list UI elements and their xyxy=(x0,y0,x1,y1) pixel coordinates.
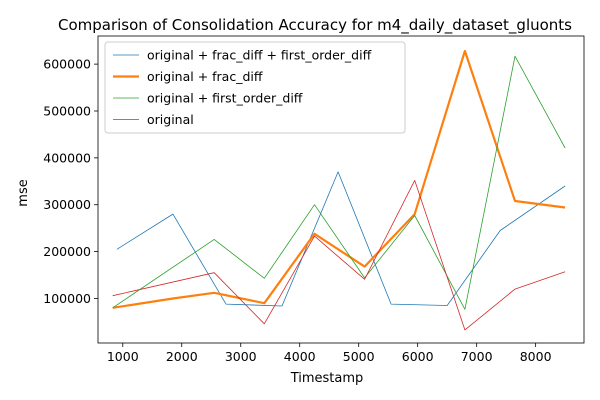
y-axis: 100000 200000 300000 400000 500000 600000 xyxy=(43,57,98,306)
y-tick-label: 200000 xyxy=(43,244,91,259)
x-axis: 1000 2000 3000 4000 5000 6000 7000 8000 xyxy=(107,343,552,364)
x-tick-label: 2000 xyxy=(166,349,198,364)
x-tick-label: 6000 xyxy=(402,349,434,364)
x-tick-label: 4000 xyxy=(284,349,316,364)
x-tick-label: 5000 xyxy=(343,349,375,364)
series-line-4 xyxy=(112,179,566,331)
y-axis-label: mse xyxy=(16,179,31,206)
legend-label: original xyxy=(147,112,194,127)
y-tick-label: 500000 xyxy=(43,103,91,118)
legend: original + frac_diff + first_order_diffo… xyxy=(104,41,406,134)
x-tick-label: 8000 xyxy=(520,349,552,364)
x-tick-label: 7000 xyxy=(461,349,493,364)
series-line-1 xyxy=(116,171,566,307)
legend-label: original + frac_diff + first_order_diff xyxy=(147,48,372,63)
chart-title: Comparison of Consolidation Accuracy for… xyxy=(58,16,572,35)
series-line-2 xyxy=(112,49,566,309)
y-tick-label: 300000 xyxy=(43,197,91,212)
x-axis-label: Timestamp xyxy=(290,371,364,386)
y-tick-label: 600000 xyxy=(43,57,91,72)
legend-label: original + frac_diff xyxy=(147,69,263,84)
plot-frame xyxy=(97,35,585,344)
y-tick-label: 100000 xyxy=(43,291,91,306)
x-tick-label: 3000 xyxy=(225,349,257,364)
series-line-3 xyxy=(112,55,566,310)
plot-lines xyxy=(112,49,566,331)
legend-box xyxy=(104,41,406,134)
x-tick-label: 1000 xyxy=(107,349,139,364)
legend-label: original + first_order_diff xyxy=(147,91,303,106)
y-tick-label: 400000 xyxy=(43,150,91,165)
